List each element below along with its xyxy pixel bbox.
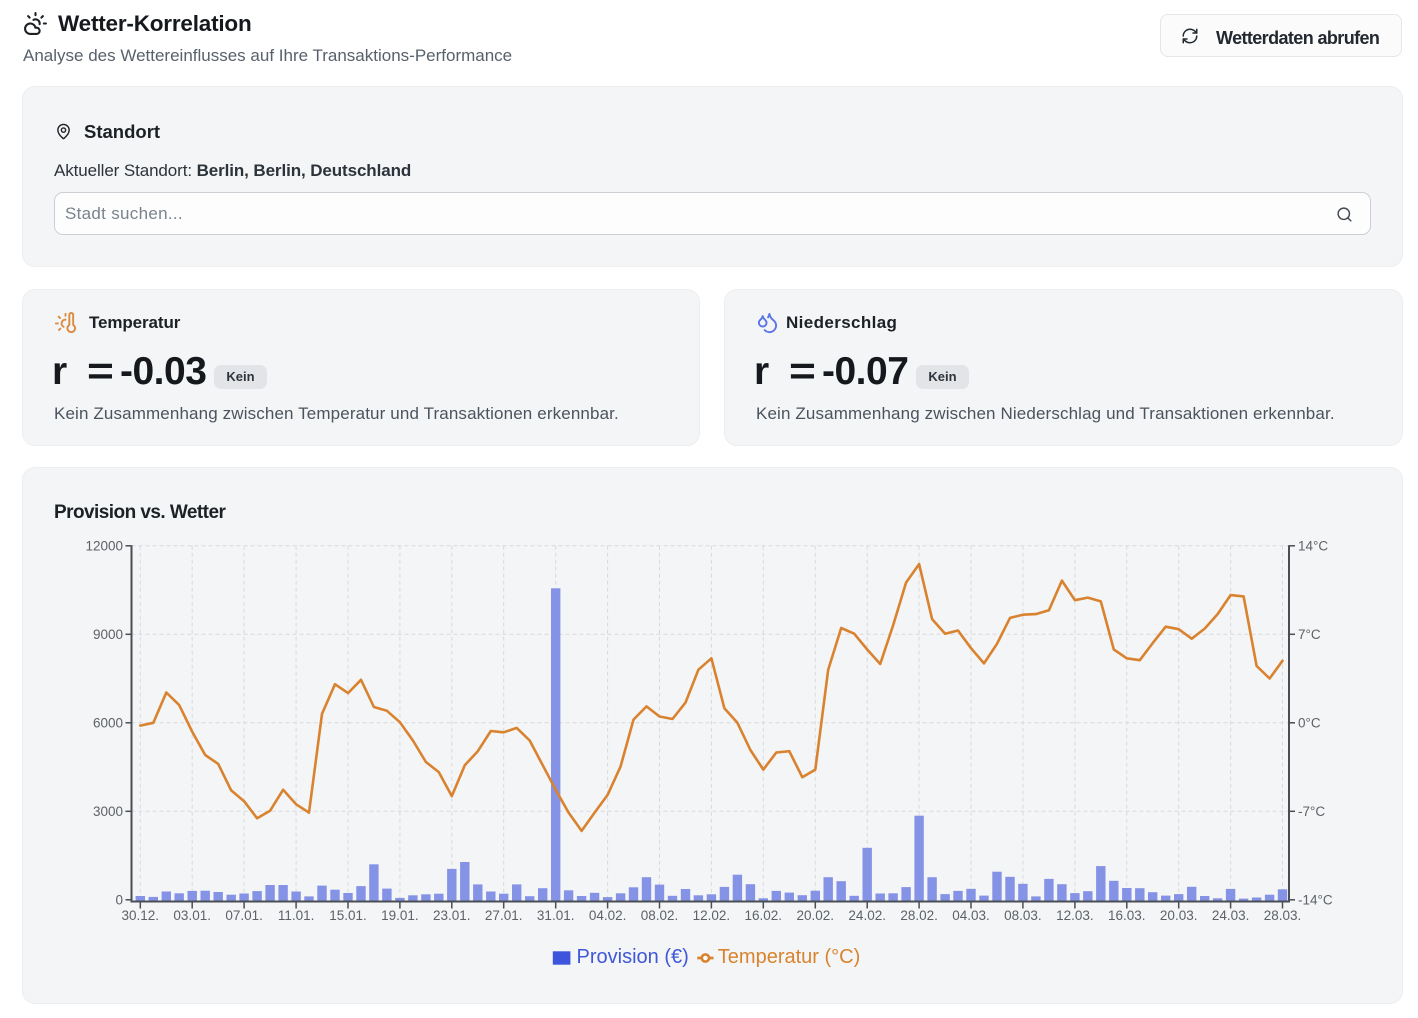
- svg-text:24.03.: 24.03.: [1212, 908, 1250, 923]
- svg-text:20.03.: 20.03.: [1160, 908, 1198, 923]
- svg-text:11.01.: 11.01.: [278, 908, 315, 923]
- svg-text:12000: 12000: [85, 538, 123, 553]
- svg-text:23.01.: 23.01.: [433, 908, 471, 923]
- svg-text:08.03.: 08.03.: [1004, 908, 1042, 923]
- svg-text:19.01.: 19.01.: [381, 908, 419, 923]
- svg-text:03.01.: 03.01.: [173, 908, 211, 923]
- svg-text:6000: 6000: [93, 715, 123, 730]
- svg-text:20.02.: 20.02.: [797, 908, 835, 923]
- svg-text:15.01.: 15.01.: [329, 908, 367, 923]
- svg-text:3000: 3000: [93, 804, 123, 819]
- svg-text:28.03.: 28.03.: [1264, 908, 1302, 923]
- svg-text:9000: 9000: [93, 627, 123, 642]
- svg-text:-14°C: -14°C: [1298, 892, 1333, 907]
- svg-text:Temperatur (°C): Temperatur (°C): [718, 946, 860, 968]
- svg-text:31.01.: 31.01.: [537, 908, 575, 923]
- svg-text:7°C: 7°C: [1298, 627, 1321, 642]
- svg-text:30.12.: 30.12.: [122, 908, 160, 923]
- svg-text:0: 0: [115, 892, 123, 907]
- svg-text:27.01.: 27.01.: [485, 908, 523, 923]
- svg-text:12.02.: 12.02.: [693, 908, 731, 923]
- svg-text:08.02.: 08.02.: [641, 908, 679, 923]
- svg-text:28.02.: 28.02.: [900, 908, 938, 923]
- svg-text:04.03.: 04.03.: [952, 908, 990, 923]
- svg-text:12.03.: 12.03.: [1056, 908, 1094, 923]
- svg-text:24.02.: 24.02.: [848, 908, 886, 923]
- svg-text:-7°C: -7°C: [1298, 804, 1325, 819]
- svg-text:0°C: 0°C: [1298, 715, 1321, 730]
- svg-text:16.02.: 16.02.: [745, 908, 783, 923]
- svg-text:Provision (€): Provision (€): [577, 946, 689, 968]
- svg-text:16.03.: 16.03.: [1108, 908, 1146, 923]
- svg-text:04.02.: 04.02.: [589, 908, 627, 923]
- svg-text:14°C: 14°C: [1298, 538, 1328, 553]
- svg-text:07.01.: 07.01.: [225, 908, 263, 923]
